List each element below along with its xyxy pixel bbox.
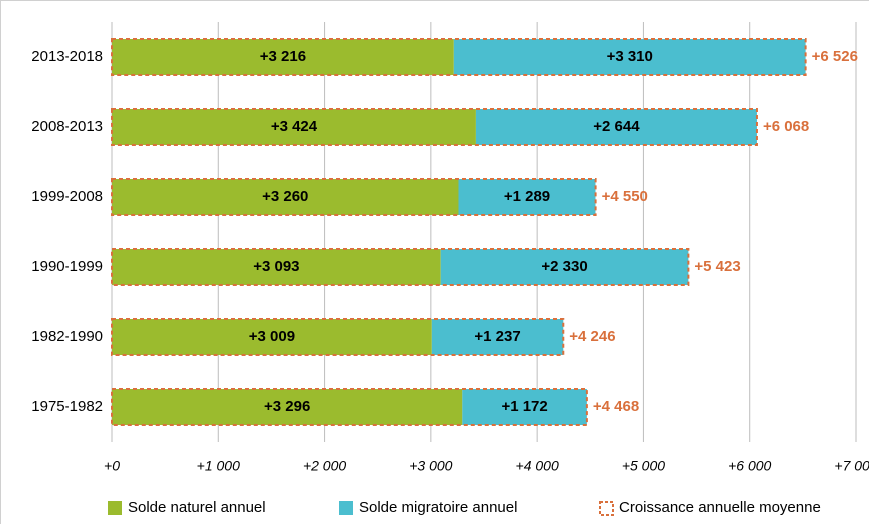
data-label: +2 644 [593, 118, 640, 135]
total-outline [111, 38, 807, 76]
total-label: +4 550 [602, 188, 648, 205]
bar-segment [475, 109, 757, 145]
x-tick-label: +7 000 [834, 458, 869, 474]
legend-swatch [599, 501, 614, 516]
total-label: +4 246 [569, 328, 615, 345]
bar-segment [462, 389, 587, 425]
total-outline [111, 318, 565, 356]
legend-swatch [108, 501, 122, 515]
y-tick-label: 1990-1999 [31, 258, 103, 275]
y-tick-label: 1999-2008 [31, 188, 103, 205]
legend-label: Solde naturel annuel [128, 499, 266, 516]
bar-segment [112, 319, 432, 355]
bar-segment [112, 389, 463, 425]
legend-label: Solde migratoire annuel [359, 499, 517, 516]
x-tick-label: +2 000 [303, 458, 346, 474]
bar-segment [431, 319, 564, 355]
data-label: +3 310 [607, 48, 653, 65]
total-outline [111, 248, 690, 286]
total-label: +4 468 [593, 398, 639, 415]
x-tick-label: +1 000 [197, 458, 240, 474]
data-label: +3 093 [253, 258, 299, 275]
legend-label: Croissance annuelle moyenne [619, 499, 821, 516]
data-label: +3 009 [249, 328, 295, 345]
x-tick-label: +5 000 [622, 458, 665, 474]
data-label: +3 424 [271, 118, 318, 135]
data-label: +1 237 [474, 328, 520, 345]
total-outline [111, 178, 597, 216]
total-outline [111, 388, 588, 426]
bar-segment [112, 39, 454, 75]
data-label: +2 330 [541, 258, 587, 275]
bar-segment [458, 179, 596, 215]
data-label: +1 289 [504, 188, 550, 205]
x-tick-label: +6 000 [728, 458, 771, 474]
y-tick-label: 1975-1982 [31, 398, 103, 415]
data-label: +1 172 [501, 398, 547, 415]
bar-segment [453, 39, 806, 75]
x-tick-label: +4 000 [516, 458, 559, 474]
total-label: +6 526 [812, 48, 858, 65]
total-label: +6 068 [763, 118, 809, 135]
y-tick-label: 2008-2013 [31, 118, 103, 135]
x-tick-label: +0 [104, 458, 120, 474]
data-label: +3 216 [260, 48, 306, 65]
legend-swatch [339, 501, 353, 515]
data-label: +3 296 [264, 398, 310, 415]
bar-segment [112, 109, 476, 145]
x-tick-label: +3 000 [409, 458, 452, 474]
total-label: +5 423 [694, 258, 740, 275]
y-tick-label: 2013-2018 [31, 48, 103, 65]
bar-segment [112, 249, 441, 285]
bar-segment [440, 249, 689, 285]
bar-segment [112, 179, 459, 215]
total-outline [111, 108, 758, 146]
data-label: +3 260 [262, 188, 308, 205]
y-tick-label: 1982-1990 [31, 328, 103, 345]
